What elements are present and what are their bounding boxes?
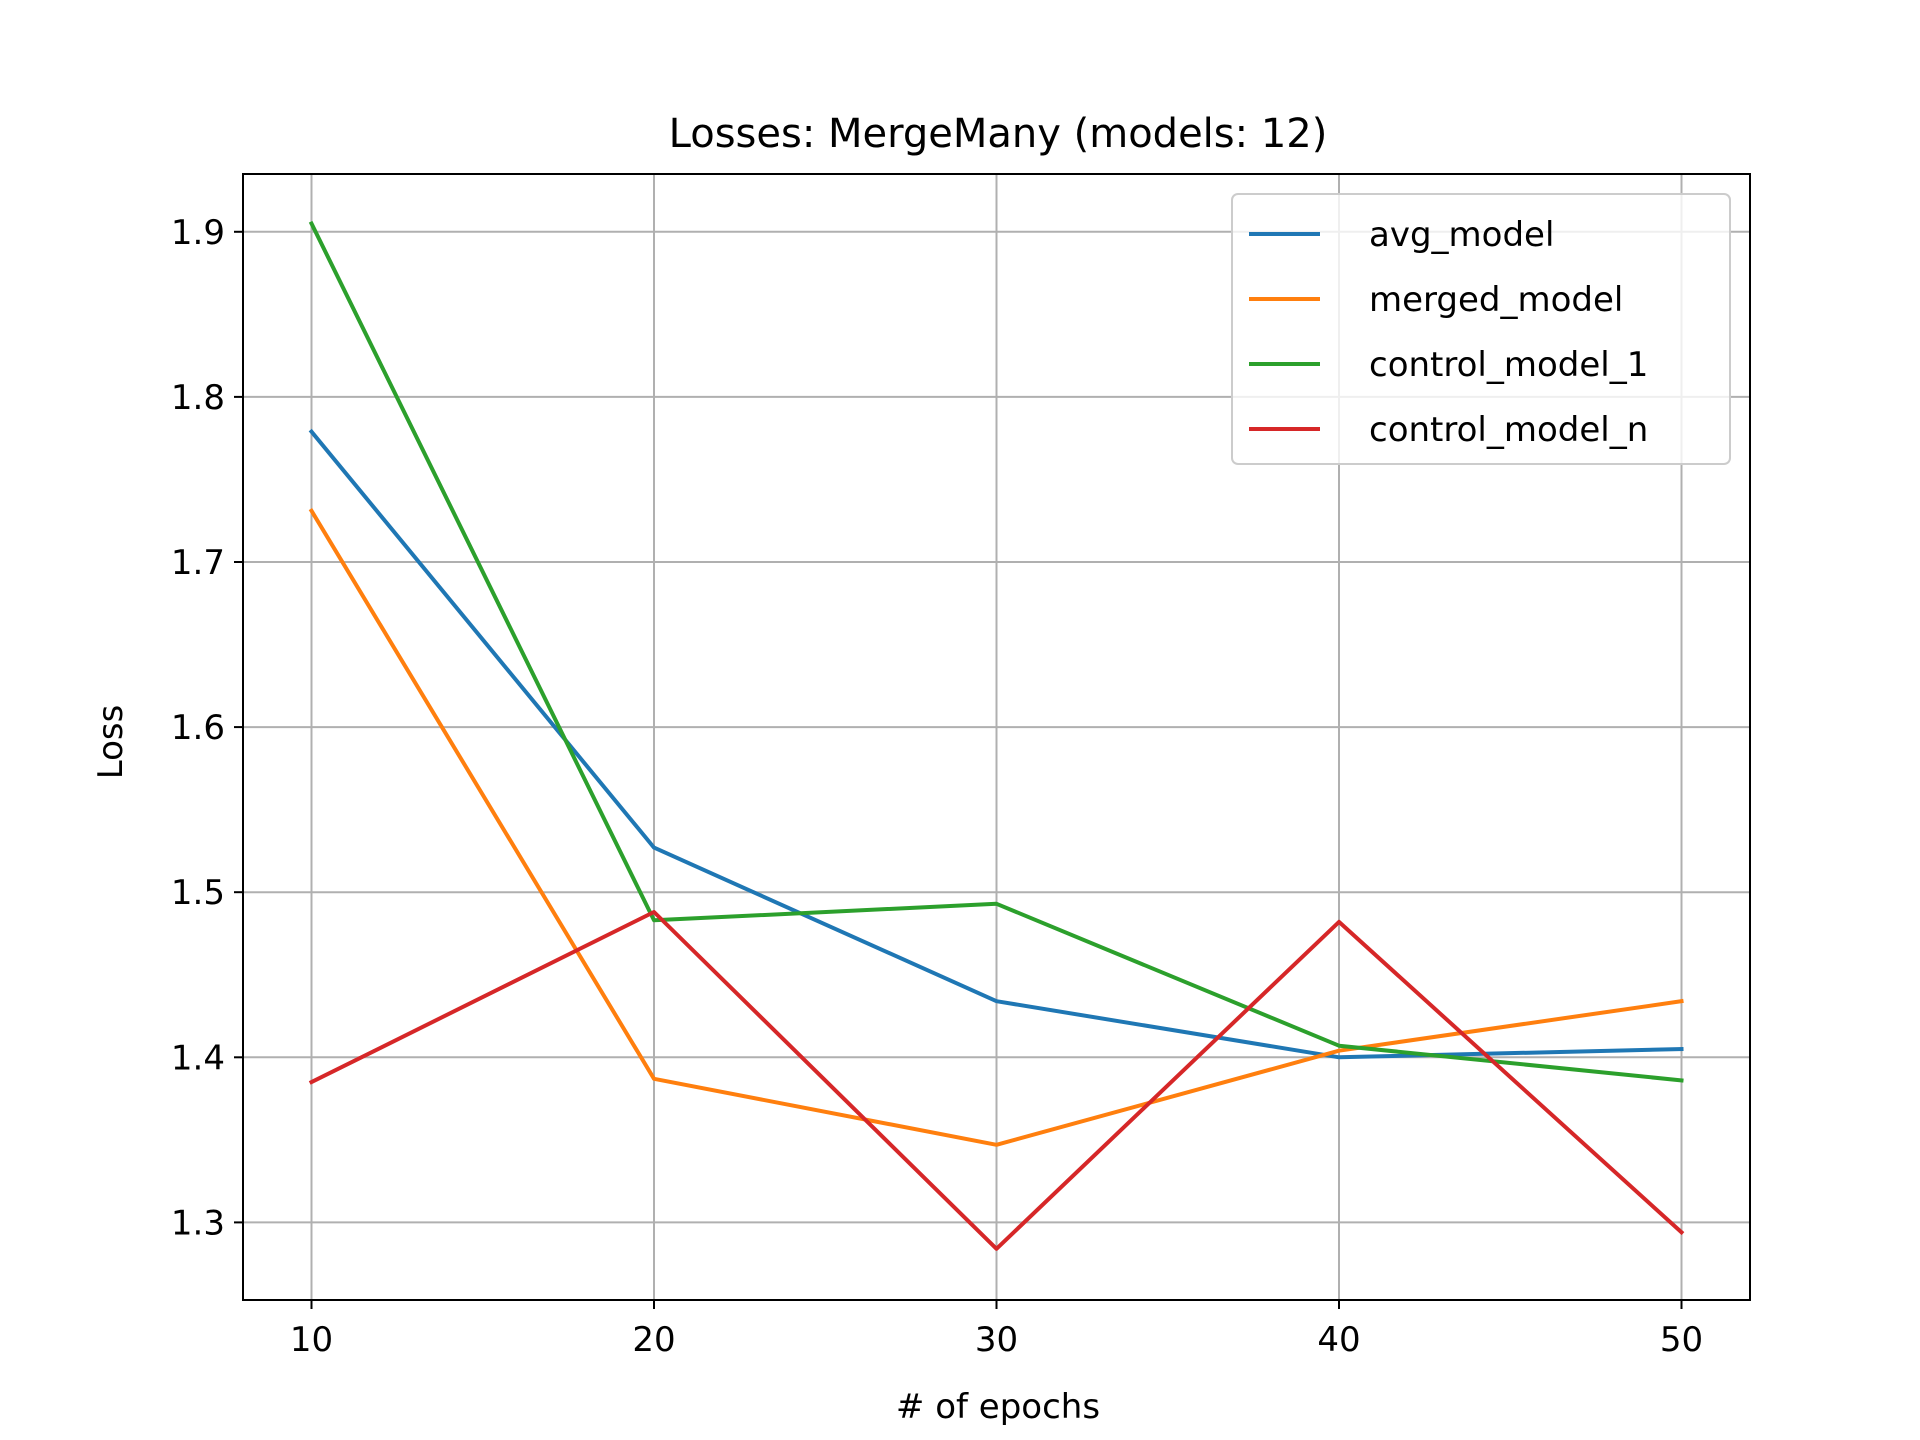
y-tick-label: 1.6 [171, 708, 225, 748]
series-line-control-model-n [308, 910, 1685, 1251]
y-axis-label: Loss [91, 705, 131, 780]
series-line-control-model-1 [308, 220, 1684, 1083]
x-tick-label: 20 [632, 1320, 675, 1360]
series-line-merged-model [308, 508, 1684, 1147]
y-tick-label: 1.7 [171, 543, 225, 583]
legend-box [1231, 193, 1731, 465]
x-tick-label: 10 [290, 1320, 333, 1360]
legend-label: merged_model [1369, 280, 1623, 320]
y-tick-label: 1.9 [171, 213, 225, 253]
series-lines [308, 220, 1685, 1251]
x-tick-label: 30 [975, 1320, 1018, 1360]
y-tick-label: 1.5 [171, 873, 225, 913]
legend-label: avg_model [1369, 215, 1554, 255]
chart-title: Losses: MergeMany (models: 12) [669, 111, 1328, 157]
legend-label: control_model_1 [1369, 345, 1648, 385]
axis-ticks: 10 20 30 40 50 1.3 1.4 1.5 1.6 1.7 1.8 1.9 [171, 213, 1703, 1360]
legend-label: control_model_n [1369, 410, 1648, 450]
x-tick-label: 40 [1317, 1320, 1360, 1360]
x-axis-label: # of epochs [896, 1387, 1100, 1427]
y-tick-label: 1.3 [171, 1203, 225, 1243]
series-line-avg-model [308, 428, 1684, 1060]
legend: avg_model merged_model control_model_1cont… [1231, 193, 1731, 465]
x-tick-label: 50 [1660, 1320, 1703, 1360]
y-tick-label: 1.4 [171, 1038, 225, 1078]
y-tick-label: 1.8 [171, 378, 225, 418]
